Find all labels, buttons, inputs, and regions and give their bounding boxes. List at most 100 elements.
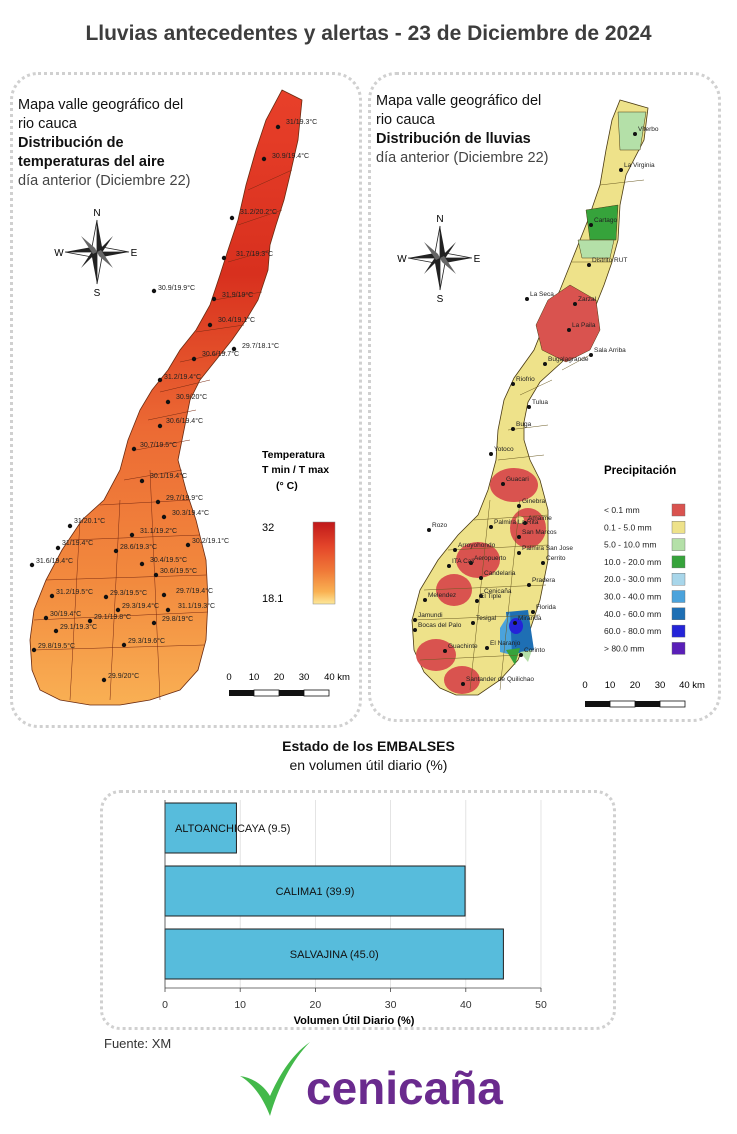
temp-station-label: 30.9/20°C	[176, 393, 207, 401]
rain-title-line-1: Mapa valle geográfico del	[376, 93, 542, 109]
temp-station-dot	[157, 377, 163, 383]
temp-compass-s: S	[94, 288, 101, 299]
temp-station-label: 29.9/20°C	[108, 672, 139, 680]
source-note: Fuente: XM	[104, 1036, 172, 1051]
rain-place-label: Santander de Quilichao	[466, 676, 534, 683]
temp-station-label: 29.3/19.4°C	[122, 602, 159, 610]
rain-place-label: Rozo	[432, 522, 448, 529]
rain-map-panel	[368, 72, 721, 722]
rain-place-label: Melendez	[428, 592, 456, 599]
temp-station-label: 31.6/19.4°C	[36, 557, 73, 565]
temp-title-line-4: temperaturas del aire	[18, 154, 165, 170]
temp-station-label: 31.2/20.2°C	[240, 208, 277, 216]
rain-compass-w: W	[397, 254, 407, 265]
rain-compass-icon	[407, 225, 473, 291]
rain-place-dot	[541, 561, 545, 565]
temp-station-label: 30.6/19.5°C	[160, 567, 197, 575]
rain-scale-0: 0	[582, 680, 587, 691]
rain-place-label: Palmira La Rita	[494, 519, 539, 526]
temp-station-dot	[49, 593, 55, 599]
rain-legend: < 0.1 mm 0.1 - 5.0 mm 5.0 - 10.0 mm 10.0 - …	[604, 503, 686, 655]
rain-places: Viterbo La Virginia Cartago Distrito RUT La …	[413, 126, 659, 686]
rain-legend-swatch	[671, 590, 686, 603]
temp-station-label: 29.3/19.6°C	[128, 637, 165, 645]
rain-place-label: Tesigal	[476, 615, 497, 622]
rain-place-dot	[523, 521, 527, 525]
temp-station-label: 30.9/19.4°C	[272, 152, 309, 160]
temp-station-dot	[103, 594, 109, 600]
temp-title-line-2: rio cauca	[18, 116, 77, 132]
temp-station-dot	[165, 607, 171, 613]
temp-station-dot	[139, 561, 145, 567]
temp-station-dot	[231, 346, 237, 352]
temp-station-dot	[275, 124, 281, 130]
temp-station-label: 31.1/19.3°C	[178, 602, 215, 610]
temp-legend-title-2: T min / T max	[262, 464, 329, 476]
rain-place-dot	[527, 405, 531, 409]
rain-place-dot	[531, 610, 535, 614]
temp-station-label: 29.8/19°C	[162, 615, 193, 623]
rain-place-dot	[527, 583, 531, 587]
temp-station-dot	[261, 156, 267, 162]
rain-legend-label: 60.0 - 80.0 mm	[604, 626, 661, 636]
temp-station-dot	[101, 677, 107, 683]
temp-station-dot	[161, 514, 167, 520]
rain-place-label: Tulua	[532, 399, 548, 406]
rain-place-dot	[447, 564, 451, 568]
rain-place-label: Zarzal	[578, 296, 597, 303]
temp-title-line-5: día anterior (Diciembre 22)	[18, 173, 191, 189]
rain-place-dot	[519, 653, 523, 657]
temp-station-dot	[207, 322, 213, 328]
temp-compass-w: W	[54, 248, 64, 259]
temp-station-label: 31.2/19.5°C	[56, 588, 93, 596]
rain-compass-e: E	[474, 254, 481, 265]
temp-station-dot	[87, 618, 93, 624]
rain-zones	[416, 111, 647, 694]
rain-place-label: San Marcos	[522, 529, 557, 536]
rain-legend-label: > 80.0 mm	[604, 643, 644, 653]
rain-place-dot	[461, 682, 465, 686]
rain-title-line-2: rio cauca	[376, 112, 435, 128]
rain-place-label: La Virginia	[624, 162, 655, 169]
rain-title-line-3: Distribución de lluvias	[376, 131, 531, 147]
temp-station-label: 30.4/19.1°C	[218, 316, 255, 324]
rain-place-label: Jamundi	[418, 612, 443, 619]
rain-compass-n: N	[436, 214, 443, 225]
temp-station-dot	[121, 642, 127, 648]
temp-station-label: 30.6/19.4°C	[166, 417, 203, 425]
rain-place-dot	[517, 504, 521, 508]
rain-legend-swatch	[671, 642, 686, 655]
rain-place-label: Guacari	[506, 476, 529, 483]
temp-scale-40: 40 km	[324, 672, 350, 683]
rain-place-dot	[633, 132, 637, 136]
rain-legend-label: 30.0 - 40.0 mm	[604, 592, 661, 602]
rain-zone-lines	[413, 179, 645, 691]
temp-station-dot	[161, 592, 167, 598]
temp-station-label: 31/19.4°C	[62, 539, 93, 547]
temperature-stations: 31/19.3°C 30.9/19.4°C 31.2/20.2°C 31.7/19.3…	[29, 118, 317, 683]
rain-place-dot	[413, 628, 417, 632]
rain-scale-20: 20	[630, 680, 641, 691]
temp-station-label: 30.2/19.1°C	[192, 537, 229, 545]
rain-place-label: Guachinte	[448, 643, 478, 650]
temp-station-dot	[115, 607, 121, 613]
rain-place-label: Arroyohondo	[458, 542, 496, 549]
rain-map-title: Mapa valle geográfico del rio cauca Dist…	[376, 92, 548, 168]
rain-legend-swatch	[671, 555, 686, 569]
rain-legend-label: 20.0 - 30.0 mm	[604, 574, 661, 584]
temp-station-dot	[113, 548, 119, 554]
rain-place-label: La Paila	[572, 322, 596, 329]
temperature-valley-shape	[29, 89, 303, 706]
temp-station-dot	[221, 255, 227, 261]
temp-compass-e: E	[131, 248, 138, 259]
rain-scale-10: 10	[605, 680, 616, 691]
rain-place-dot	[427, 528, 431, 532]
temp-legend-colorbar	[312, 521, 336, 605]
temp-station-dot	[55, 545, 61, 551]
chart-panel	[100, 790, 616, 1030]
temperature-map-panel	[10, 72, 362, 728]
temp-station-label: 30.4/19.5°C	[150, 556, 187, 564]
temp-station-dot	[185, 542, 191, 548]
temp-legend-max: 32	[262, 522, 274, 534]
temp-station-dot	[153, 572, 159, 578]
